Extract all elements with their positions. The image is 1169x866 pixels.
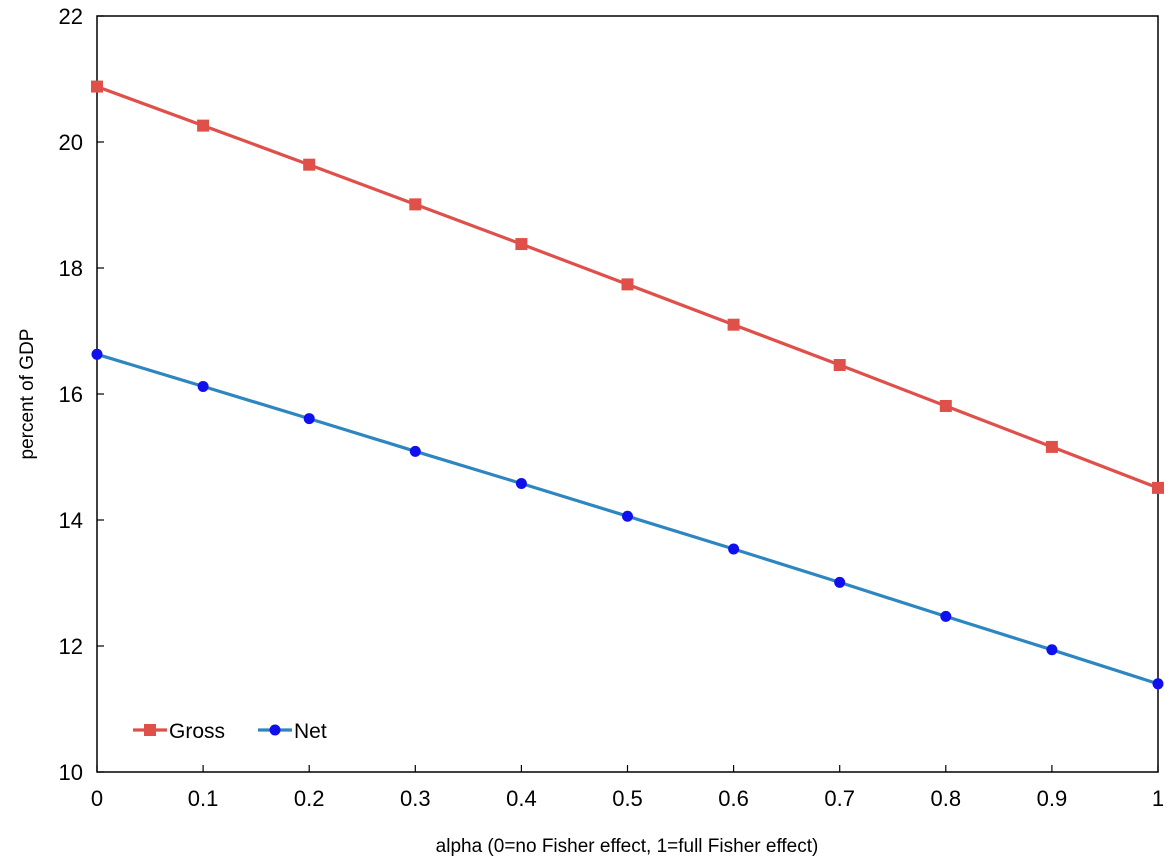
gross-point <box>197 119 210 132</box>
y-tick-label: 20 <box>59 130 83 155</box>
legend: Gross Net <box>133 720 327 743</box>
legend-net-label: Net <box>294 720 327 743</box>
x-tick-label: 0.4 <box>506 786 537 811</box>
net-point <box>1152 678 1164 690</box>
gross-point <box>833 359 846 372</box>
plot-area <box>96 15 1159 773</box>
x-tick-label: 0.2 <box>294 786 325 811</box>
gross-point <box>621 278 634 291</box>
net-point <box>303 413 315 425</box>
net-point <box>515 477 527 489</box>
net-point <box>940 610 952 622</box>
x-tick-label: 0.1 <box>188 786 219 811</box>
y-tick-label: 14 <box>59 508 83 533</box>
net-point <box>728 543 740 555</box>
x-tick-label: 0.9 <box>1037 786 1068 811</box>
series-layer <box>91 80 1164 690</box>
legend-gross-marker <box>144 724 156 736</box>
legend-net-marker <box>269 724 281 736</box>
y-axis-title: percent of GDP <box>17 329 38 460</box>
x-axis-title: alpha (0=no Fisher effect, 1=full Fisher… <box>436 836 819 857</box>
y-axis: 10 12 14 16 18 20 22 <box>59 4 104 785</box>
net-point <box>622 510 633 522</box>
gross-point <box>1045 440 1058 453</box>
y-tick-label: 18 <box>59 256 83 281</box>
x-tick-label: 0.6 <box>718 786 749 811</box>
y-tick-label: 16 <box>59 382 83 407</box>
gross-point <box>939 399 952 412</box>
net-point <box>197 380 209 392</box>
y-tick-label: 12 <box>59 634 83 659</box>
x-tick-label: 1 <box>1152 786 1164 811</box>
x-tick-label: 0.8 <box>931 786 962 811</box>
x-tick-label: 0 <box>91 786 103 811</box>
net-point <box>91 348 103 360</box>
legend-gross-label: Gross <box>169 720 225 743</box>
gross-point <box>91 80 103 93</box>
net-point <box>1046 644 1058 656</box>
gross-point <box>303 158 316 171</box>
gross-point <box>409 198 422 211</box>
net-point <box>834 576 846 588</box>
y-tick-label: 22 <box>59 4 83 29</box>
net-point <box>409 445 421 457</box>
gross-point <box>515 238 528 251</box>
x-axis: 0 0.1 0.2 0.3 0.4 0.5 0.6 0.7 0.8 0.9 1 <box>91 765 1164 811</box>
x-tick-label: 0.7 <box>824 786 855 811</box>
x-tick-label: 0.5 <box>612 786 643 811</box>
gross-point <box>1152 481 1164 494</box>
y-tick-label: 10 <box>59 760 83 785</box>
x-tick-label: 0.3 <box>400 786 431 811</box>
gross-point <box>727 318 740 331</box>
